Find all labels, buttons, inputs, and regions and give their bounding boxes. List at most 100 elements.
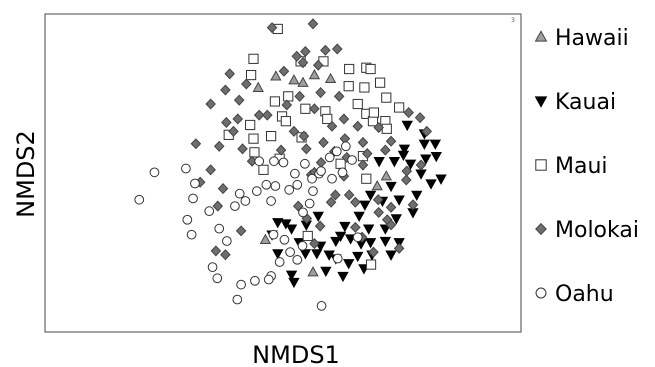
- x-axis-title: NMDS1: [252, 341, 340, 367]
- point-kauai-48: [373, 157, 385, 168]
- point-molokai-29: [294, 90, 305, 102]
- point-kauai-3: [404, 159, 417, 170]
- point-molokai-43: [385, 135, 397, 147]
- point-kauai-45: [364, 238, 377, 249]
- point-molokai-67: [368, 246, 379, 258]
- point-kauai-40: [272, 218, 284, 229]
- point-molokai-36: [352, 120, 364, 132]
- point-maui-36: [280, 116, 291, 127]
- point-oahu-15: [232, 294, 243, 305]
- point-oahu-23: [308, 186, 318, 196]
- point-maui-8: [343, 81, 354, 92]
- point-oahu-47: [316, 301, 327, 311]
- point-kauai-10: [393, 195, 405, 206]
- legend-label-maui: Maui: [555, 154, 608, 179]
- point-kauai-28: [337, 271, 349, 283]
- point-maui-31: [335, 158, 346, 169]
- point-molokai-79: [325, 196, 337, 208]
- point-molokai-53: [288, 125, 300, 137]
- point-oahu-42: [337, 167, 348, 178]
- point-molokai-8: [278, 65, 290, 77]
- legend-item-oahu: Oahu: [535, 282, 614, 307]
- point-maui-20: [283, 91, 294, 102]
- point-molokai-65: [385, 219, 397, 231]
- point-kauai-17: [379, 224, 392, 235]
- point-hawaii-6: [371, 179, 383, 191]
- point-oahu-5: [186, 229, 197, 240]
- point-hawaii-3: [308, 68, 321, 80]
- point-oahu-10: [221, 236, 232, 246]
- point-oahu-20: [292, 254, 303, 265]
- point-hawaii-1: [288, 74, 300, 85]
- legend-marker-kauai: [534, 96, 548, 108]
- point-kauai-37: [312, 211, 324, 223]
- point-kauai-53: [418, 139, 431, 150]
- point-oahu-33: [266, 196, 276, 206]
- point-maui-10: [375, 77, 386, 88]
- point-kauai-41: [285, 270, 298, 281]
- point-molokai-9: [224, 68, 235, 80]
- point-molokai-0: [266, 22, 278, 34]
- point-kauai-6: [388, 157, 401, 168]
- point-oahu-45: [279, 234, 290, 245]
- point-oahu-19: [285, 247, 296, 258]
- point-oahu-18: [274, 257, 285, 267]
- point-oahu-48: [332, 253, 343, 264]
- point-maui-35: [266, 131, 277, 142]
- point-molokai-18: [205, 164, 216, 176]
- point-hawaii-0: [270, 70, 282, 81]
- point-kauai-13: [353, 211, 365, 223]
- point-molokai-37: [357, 136, 369, 149]
- point-molokai-70: [403, 107, 414, 119]
- series-maui: [223, 23, 405, 270]
- point-hawaii-8: [259, 233, 272, 244]
- point-oahu-14: [250, 275, 260, 286]
- point-maui-18: [352, 98, 363, 110]
- point-maui-26: [258, 164, 269, 175]
- point-oahu-43: [327, 173, 337, 184]
- point-maui-2: [246, 69, 257, 81]
- series-molokai: [190, 18, 433, 261]
- point-molokai-51: [301, 143, 312, 155]
- legend-label-oahu: Oahu: [555, 282, 614, 307]
- point-molokai-78: [407, 199, 419, 211]
- point-kauai-42: [288, 277, 300, 289]
- point-oahu-2: [181, 163, 191, 174]
- point-maui-32: [361, 173, 372, 184]
- point-maui-34: [302, 230, 313, 242]
- legend-item-maui: Maui: [535, 154, 608, 179]
- point-molokai-4: [331, 43, 343, 55]
- point-kauai-52: [435, 174, 447, 185]
- point-molokai-12: [233, 94, 245, 106]
- point-oahu-1: [134, 194, 145, 205]
- point-molokai-14: [221, 116, 232, 128]
- point-molokai-3: [320, 44, 331, 56]
- legend-marker-maui: [535, 159, 547, 171]
- point-oahu-0: [149, 167, 160, 178]
- point-maui-1: [248, 53, 259, 64]
- legend-marker-oahu: [535, 287, 547, 299]
- point-oahu-32: [251, 186, 262, 196]
- point-oahu-25: [284, 184, 295, 195]
- point-molokai-54: [275, 144, 287, 156]
- legend-label-kauai: Kauai: [555, 90, 616, 115]
- legend-label-hawaii: Hawaii: [555, 26, 629, 51]
- legend: Hawaii Kauai Maui Molokai Oahu: [534, 26, 639, 307]
- point-oahu-28: [290, 168, 300, 179]
- series-kauai: [266, 120, 447, 289]
- point-oahu-46: [297, 240, 308, 251]
- point-kauai-7: [385, 181, 397, 193]
- legend-marker-hawaii: [534, 30, 548, 42]
- point-hawaii-4: [324, 72, 337, 84]
- point-molokai-42: [380, 144, 391, 156]
- point-kauai-43: [379, 236, 392, 248]
- point-molokai-16: [205, 98, 216, 110]
- point-molokai-33: [326, 120, 338, 132]
- point-oahu-26: [307, 173, 317, 184]
- point-oahu-36: [300, 158, 310, 169]
- point-molokai-62: [343, 189, 355, 201]
- point-oahu-50: [190, 178, 200, 189]
- point-molokai-32: [315, 86, 326, 99]
- point-oahu-12: [212, 273, 223, 284]
